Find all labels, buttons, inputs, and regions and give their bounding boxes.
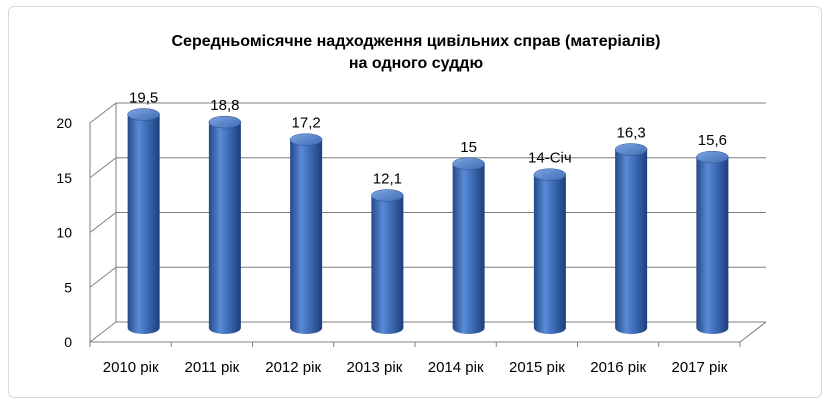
side-gridline-4 [89, 102, 117, 124]
bar [127, 108, 160, 334]
labels-layer: 0 5 10 15 20 19,5 2010 рік 18,8 2011 рік 17,2 2012… [56, 89, 727, 376]
bar-cap [208, 115, 242, 129]
bar-cap [533, 168, 567, 181]
category-label: 2014 рік [428, 359, 484, 376]
bar-body [208, 122, 241, 334]
y-tick-label: 15 [56, 170, 72, 186]
category-label: 2016 рік [590, 359, 646, 376]
bar-body [371, 195, 404, 334]
bar [289, 133, 323, 334]
bar [208, 115, 242, 334]
bar [452, 157, 485, 334]
side-gridline-2 [89, 212, 117, 233]
bar [696, 150, 729, 334]
data-label: 14-Січ [528, 150, 572, 167]
bar-body [533, 174, 566, 334]
data-label: 12,1 [373, 171, 402, 188]
chart-title-line-2: на одного суддю [348, 55, 484, 72]
y-tick-label: 10 [56, 225, 72, 241]
bar [371, 189, 404, 334]
category-label: 2015 рік [509, 359, 565, 376]
bar-body [127, 114, 160, 334]
side-gridline-3 [89, 157, 117, 179]
side-gridline-0 [89, 321, 117, 343]
data-label: 15 [460, 139, 477, 156]
floor-right-edge [739, 321, 767, 343]
bar-cap [614, 143, 648, 156]
y-tick-label: 0 [64, 334, 72, 350]
category-label: 2010 рік [103, 359, 159, 376]
data-label: 19,5 [129, 89, 158, 106]
category-label: 2011 рік [185, 359, 240, 376]
bar-body [615, 149, 648, 334]
bars-layer [127, 108, 729, 334]
bar-body [696, 157, 729, 334]
chart-title-line-1: Середньомісячне надходження цивільних сп… [171, 33, 661, 50]
category-label: 2013 рік [346, 359, 402, 376]
category-label: 2012 рік [265, 359, 321, 376]
grid-layer [89, 102, 767, 347]
data-label: 15,6 [698, 132, 727, 149]
bar-cap [289, 133, 323, 146]
data-label: 18,8 [210, 97, 239, 114]
data-label: 17,2 [292, 115, 321, 132]
bar-cap [127, 108, 160, 121]
y-tick-label: 20 [56, 115, 72, 131]
bar-body [290, 139, 323, 334]
y-tick-label: 5 [64, 279, 72, 295]
bar-cap [371, 189, 404, 202]
category-label: 2017 рік [671, 359, 727, 376]
bar-cap [452, 157, 485, 170]
data-label: 16,3 [617, 125, 646, 142]
bar [614, 143, 648, 334]
side-gridline-1 [89, 266, 117, 288]
bar [533, 168, 567, 334]
bar-cap [696, 150, 729, 164]
bar-body [452, 163, 485, 334]
